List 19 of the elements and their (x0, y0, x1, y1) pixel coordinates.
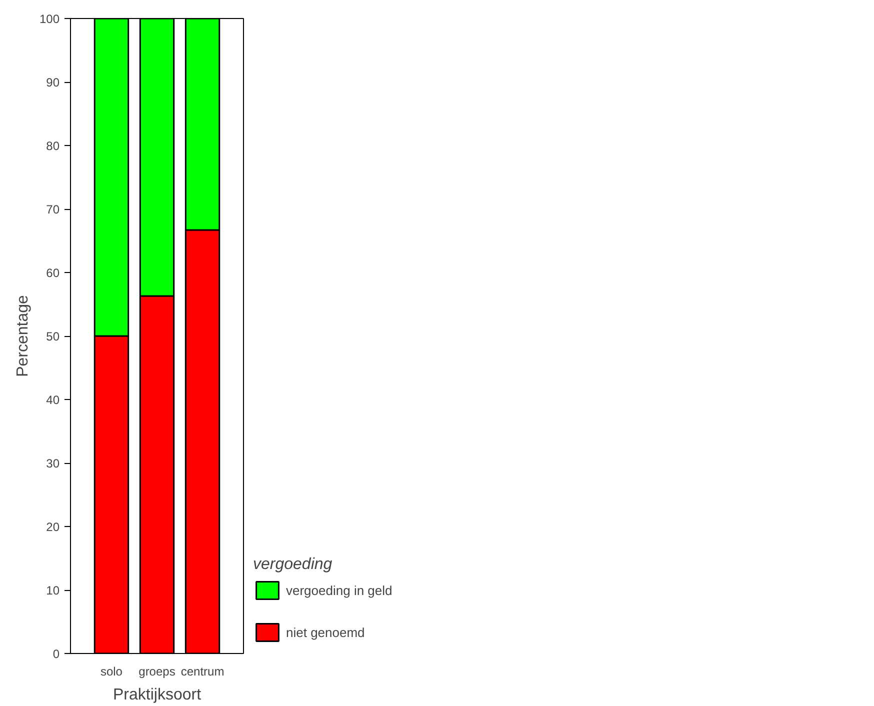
y-tick-label: 0 (52, 647, 60, 661)
y-tick-label: 80 (46, 139, 60, 153)
y-tick-label: 90 (46, 76, 60, 90)
legend-label: niet genoemd (286, 624, 365, 640)
y-tick-label: 100 (39, 12, 60, 26)
legend-label: vergoeding in geld (286, 582, 392, 598)
y-tick-label: 50 (46, 330, 60, 344)
x-tick-label: solo (100, 664, 123, 678)
y-axis-title: Percentage (14, 294, 32, 377)
legend-title: vergoeding (253, 556, 334, 574)
y-tick-label: 20 (46, 520, 60, 534)
y-tick-label: 40 (46, 393, 60, 407)
x-tick-label: groeps (138, 664, 176, 678)
y-tick-label: 30 (46, 456, 60, 470)
x-axis-title: Praktijksoort (112, 686, 202, 704)
y-tick-label: 70 (46, 202, 60, 216)
y-tick-label: 60 (46, 266, 60, 280)
y-tick-label: 10 (46, 584, 60, 598)
x-tick-label: centrum (180, 664, 224, 678)
